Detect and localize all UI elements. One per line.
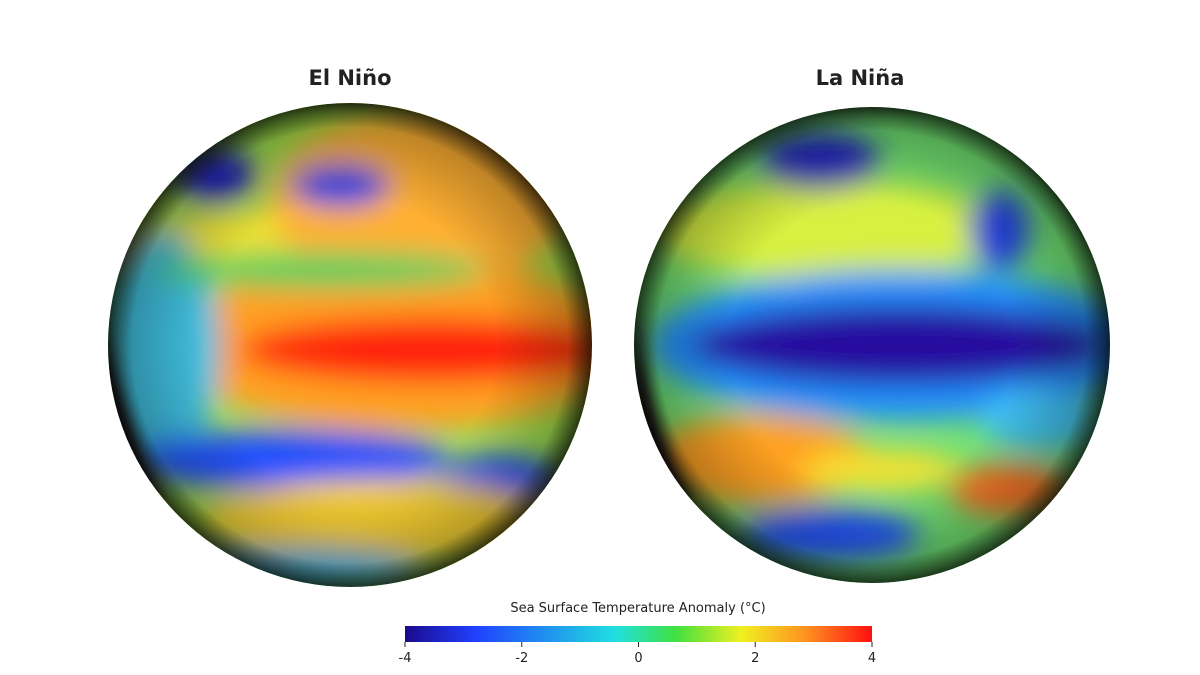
- tick-label: 2: [751, 651, 759, 666]
- globe: [108, 103, 592, 587]
- tick-label: 0: [634, 651, 642, 666]
- globe: [634, 107, 1110, 583]
- tick-label: -2: [515, 651, 528, 666]
- colorbar-ticks: -4 -2 0 2 4: [399, 642, 876, 666]
- panel-title: El Niño: [308, 66, 391, 90]
- colorbar: [405, 626, 872, 642]
- tick-label: -4: [399, 651, 412, 666]
- colorbar-label: Sea Surface Temperature Anomaly (°C): [510, 601, 765, 616]
- tick-label: 4: [868, 651, 876, 666]
- panel-title: La Niña: [816, 66, 905, 90]
